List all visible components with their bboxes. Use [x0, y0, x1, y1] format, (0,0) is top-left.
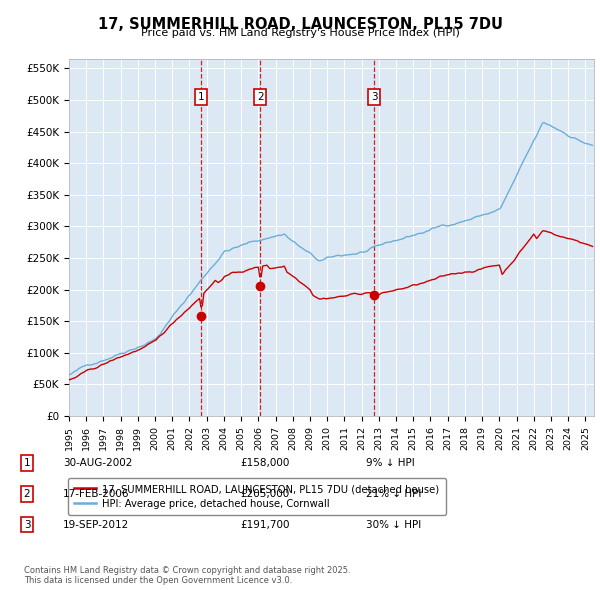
Text: 3: 3	[371, 92, 377, 102]
Text: 2: 2	[23, 489, 31, 499]
Text: 1: 1	[23, 458, 31, 468]
Text: 1: 1	[197, 92, 204, 102]
Text: 9% ↓ HPI: 9% ↓ HPI	[366, 458, 415, 468]
Text: 3: 3	[23, 520, 31, 529]
Text: 17, SUMMERHILL ROAD, LAUNCESTON, PL15 7DU: 17, SUMMERHILL ROAD, LAUNCESTON, PL15 7D…	[97, 17, 503, 31]
Text: 2: 2	[257, 92, 264, 102]
Legend: 17, SUMMERHILL ROAD, LAUNCESTON, PL15 7DU (detached house), HPI: Average price, : 17, SUMMERHILL ROAD, LAUNCESTON, PL15 7D…	[68, 478, 446, 516]
Text: £158,000: £158,000	[240, 458, 289, 468]
Text: Price paid vs. HM Land Registry's House Price Index (HPI): Price paid vs. HM Land Registry's House …	[140, 28, 460, 38]
Text: 21% ↓ HPI: 21% ↓ HPI	[366, 489, 421, 499]
Text: 19-SEP-2012: 19-SEP-2012	[63, 520, 129, 529]
Text: £191,700: £191,700	[240, 520, 290, 529]
Text: 30-AUG-2002: 30-AUG-2002	[63, 458, 133, 468]
Text: £205,000: £205,000	[240, 489, 289, 499]
Text: Contains HM Land Registry data © Crown copyright and database right 2025.
This d: Contains HM Land Registry data © Crown c…	[24, 566, 350, 585]
Text: 17-FEB-2006: 17-FEB-2006	[63, 489, 130, 499]
Text: 30% ↓ HPI: 30% ↓ HPI	[366, 520, 421, 529]
